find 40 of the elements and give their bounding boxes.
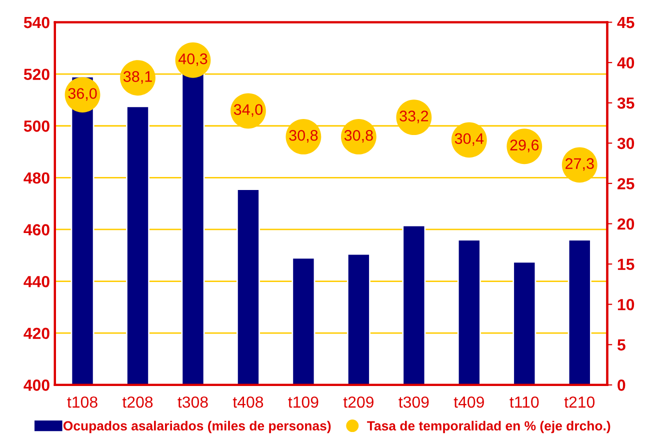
data-label: 38,1 (123, 71, 152, 84)
x-tick-label: t108 (67, 396, 98, 408)
data-label: 27,3 (566, 158, 594, 171)
x-tick-label: t309 (398, 396, 429, 408)
y-tick-label: 520 (24, 68, 50, 80)
x-tick-label: t409 (454, 396, 484, 408)
y-tick-label: 540 (24, 16, 50, 28)
data-label: 40,3 (178, 53, 208, 66)
y2-tick-label: 40 (617, 57, 634, 68)
y-tick-label: 420 (24, 328, 50, 340)
x-tick-label: t109 (288, 396, 318, 408)
y2-tick-label: 15 (618, 258, 634, 270)
y2-tick-label: 35 (617, 97, 634, 109)
data-label: 36,0 (68, 88, 97, 101)
x-tick-label: t408 (232, 396, 264, 408)
x-tick-label: t308 (178, 396, 208, 408)
y2-tick-label: 5 (617, 339, 626, 351)
y2-tick-label: 25 (618, 178, 634, 190)
y-tick-label: 480 (24, 172, 50, 184)
y-tick-label: 500 (24, 120, 50, 132)
data-label: 29,6 (510, 140, 539, 152)
data-label: 30,4 (454, 133, 484, 146)
x-tick-label: t110 (510, 396, 539, 408)
y2-tick-label: 10 (618, 298, 634, 310)
x-tick-label: t209 (343, 396, 374, 408)
data-label: 30,8 (289, 130, 318, 143)
x-tick-label: t210 (564, 396, 595, 408)
data-label: 30,8 (344, 130, 373, 143)
legend-label: Tasa de temporalidad en % (eje drcho.) (367, 420, 610, 434)
y-tick-label: 460 (24, 224, 50, 236)
legend-label: Ocupados asalariados (miles de personas) (63, 420, 331, 434)
y2-tick-label: 0 (618, 380, 626, 391)
y2-tick-label: 45 (617, 17, 634, 28)
y-tick-label: 400 (24, 380, 50, 391)
y2-tick-label: 20 (618, 218, 634, 230)
data-label: 34,0 (234, 104, 262, 117)
y2-tick-label: 30 (617, 138, 634, 150)
x-tick-label: t208 (122, 396, 153, 408)
y-tick-label: 440 (24, 276, 50, 288)
data-label: 33,2 (400, 110, 428, 124)
